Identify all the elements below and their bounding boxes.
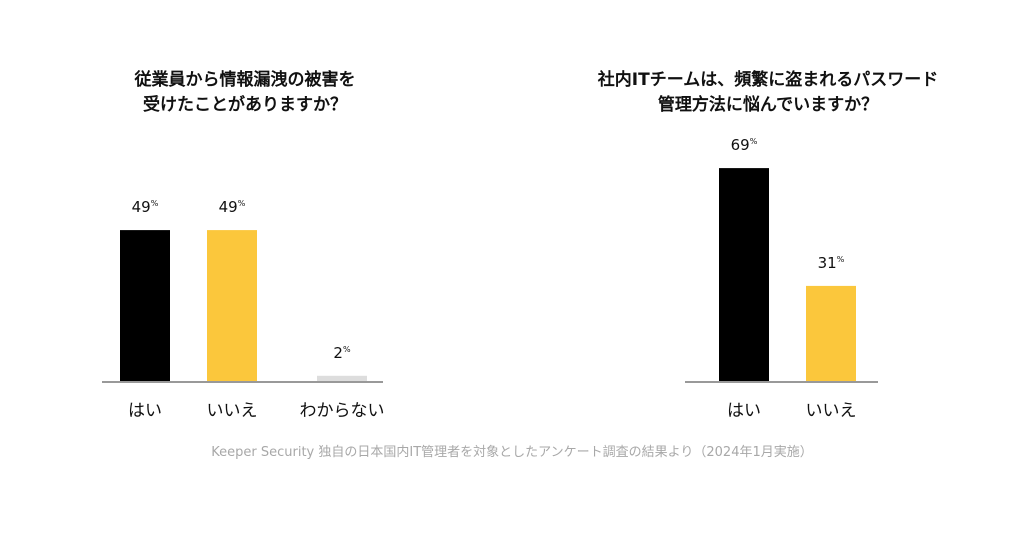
chart-left-value-label-0: 49%	[132, 198, 159, 216]
chart-left-value-label-2: 2%	[333, 344, 351, 362]
value-number: 31	[818, 254, 837, 272]
chart-right-category-label-0: はい	[727, 401, 761, 421]
chart-right-value-label-1: 31%	[818, 254, 845, 272]
chart-right-title-line1: 社内ITチームは、頻繁に盗まれるパスワード	[597, 70, 939, 90]
chart-right-bar-0	[719, 168, 769, 382]
value-unit: %	[151, 199, 159, 208]
chart-left-bar-1	[207, 230, 257, 382]
value-number: 49	[132, 198, 151, 216]
chart-left-title-line1: 従業員から情報漏洩の被害を	[134, 70, 356, 90]
value-number: 49	[219, 198, 238, 216]
chart-right-category-label-1: いいえ	[806, 401, 857, 421]
chart-right-value-label-0: 69%	[731, 136, 758, 154]
value-number: 2	[333, 344, 343, 362]
chart-left-title-line2: 受けたことがありますか？	[143, 95, 347, 115]
source-note: Keeper Security 独自の日本国内IT管理者を対象としたアンケート調…	[211, 445, 813, 460]
chart-left-bar-2	[317, 375, 367, 382]
chart-right-title-line2: 管理方法に悩んでいますか？	[657, 95, 879, 115]
value-unit: %	[837, 255, 845, 264]
chart-right-bar-1	[806, 285, 856, 382]
chart-left-category-label-2: わからない	[300, 401, 385, 421]
chart-left-title: 従業員から情報漏洩の被害を 受けたことがありますか？	[110, 68, 380, 118]
value-unit: %	[750, 137, 758, 146]
value-number: 69	[731, 136, 750, 154]
chart-right-title: 社内ITチームは、頻繁に盗まれるパスワード 管理方法に悩んでいますか？	[578, 68, 958, 118]
chart-left-value-label-1: 49%	[219, 198, 246, 216]
chart-left-category-label-1: いいえ	[207, 401, 258, 421]
value-unit: %	[238, 199, 246, 208]
chart-left-bar-0	[120, 230, 170, 382]
value-unit: %	[343, 345, 351, 354]
chart-left-category-label-0: はい	[128, 401, 162, 421]
